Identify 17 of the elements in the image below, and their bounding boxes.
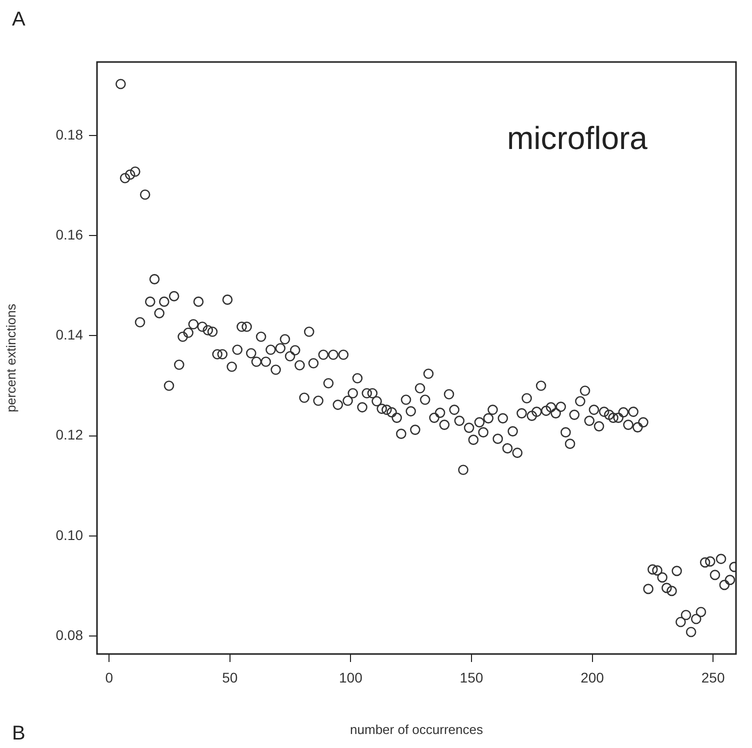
y-tick-label: 0.18 — [56, 126, 84, 142]
x-tick-label: 0 — [105, 669, 114, 686]
annotation: microflora — [507, 120, 648, 156]
y-tick-label: 0.08 — [56, 626, 84, 643]
text: A — [12, 8, 26, 31]
y-tick-label: 0.10 — [56, 526, 84, 543]
x-tick-label: 200 — [580, 669, 604, 686]
y-tick-label: 0.16 — [56, 226, 84, 243]
x-tick-label: 50 — [222, 669, 238, 686]
text: B — [12, 722, 26, 745]
y-tick-label: 0.12 — [56, 426, 84, 443]
x-tick-label: 250 — [701, 669, 725, 686]
x-tick-label: 100 — [338, 669, 363, 686]
x-axis-title: number of occurrences — [350, 722, 484, 737]
y-axis-title: percent extinctions — [3, 303, 18, 412]
x-tick-label: 150 — [460, 669, 484, 686]
y-tick-label: 0.14 — [56, 326, 84, 343]
